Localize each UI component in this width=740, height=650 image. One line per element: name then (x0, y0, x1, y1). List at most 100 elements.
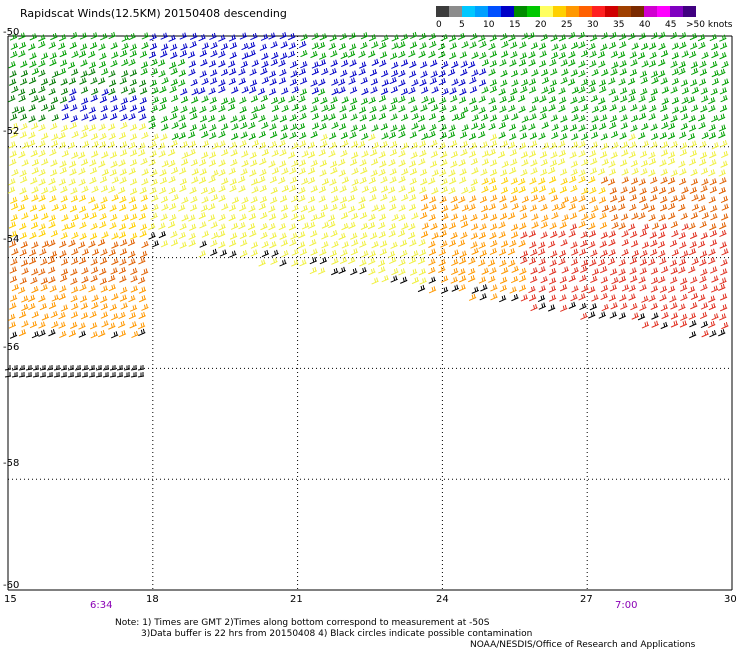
wind-barb (639, 267, 647, 275)
wind-barb (88, 50, 96, 59)
wind-barb (140, 61, 149, 69)
wind-barb (30, 276, 38, 285)
wind-barb (150, 58, 158, 66)
wind-barb (409, 177, 417, 185)
wind-barb (588, 176, 596, 184)
wind-barb (531, 69, 539, 77)
wind-barb (50, 122, 58, 130)
wind-barb (650, 186, 659, 194)
wind-barb (550, 250, 558, 258)
wind-barb (19, 232, 28, 240)
wind-barb (28, 88, 37, 96)
wind-barb (201, 95, 209, 103)
wind-barb (601, 303, 609, 312)
wind-barb (511, 294, 519, 302)
wind-barb (218, 114, 226, 122)
wind-barb (630, 124, 638, 132)
wind-barb (528, 78, 537, 86)
wind-barb (209, 96, 218, 104)
wind-barb (279, 115, 288, 123)
wind-barb (329, 132, 337, 140)
wind-barb (287, 151, 296, 159)
wind-barb (311, 61, 320, 69)
wind-barb (509, 133, 517, 141)
wind-barb (461, 204, 470, 212)
wind-barb (608, 77, 616, 85)
wind-barb (70, 268, 78, 276)
wind-barb (109, 222, 117, 230)
wind-barb (331, 240, 339, 249)
wind-barb (481, 205, 489, 213)
wind-barb (81, 248, 90, 256)
wind-barb (81, 372, 89, 378)
wind-barb (241, 150, 249, 158)
wind-barb (369, 105, 377, 114)
wind-barb (189, 124, 198, 132)
wind-barb (509, 41, 518, 49)
wind-barb (89, 167, 98, 175)
wind-barb (558, 34, 567, 42)
wind-barb (620, 114, 628, 122)
wind-barb (249, 68, 257, 76)
wind-barb (650, 123, 658, 131)
wind-barb (118, 223, 127, 231)
wind-barb (698, 78, 707, 86)
wind-barb (239, 139, 247, 148)
wind-barb (38, 60, 46, 68)
wind-barb (610, 195, 618, 203)
wind-barb (470, 33, 478, 41)
wind-barb (400, 113, 409, 121)
wind-barb (138, 142, 146, 150)
wind-barb (559, 276, 568, 284)
wind-barb (548, 294, 557, 302)
wind-barb (520, 151, 529, 159)
wind-barb (720, 304, 728, 312)
wind-barb (60, 87, 69, 96)
wind-barb (548, 96, 557, 104)
wind-barb (318, 52, 327, 60)
wind-barb (679, 131, 687, 139)
wind-barb (510, 275, 519, 284)
wind-barb (720, 160, 728, 168)
wind-barb (550, 68, 558, 76)
legend-color-swatch (501, 6, 514, 17)
wind-barb (31, 331, 40, 339)
wind-barb (317, 211, 326, 220)
wind-barb (527, 32, 536, 40)
wind-barb (359, 114, 367, 122)
wind-barb (618, 268, 626, 276)
wind-barb (490, 284, 498, 292)
wind-barb (399, 239, 408, 247)
wind-barb (501, 160, 509, 168)
wind-barb (259, 157, 267, 166)
lon-label: 18 (146, 594, 159, 605)
wind-barb (611, 95, 620, 103)
wind-barb (488, 123, 496, 131)
lat-label: -50 (3, 27, 20, 38)
wind-barb (289, 239, 297, 247)
wind-barb (530, 167, 538, 175)
wind-barb (53, 365, 61, 371)
wind-barb (599, 85, 607, 94)
wind-barb (518, 105, 526, 113)
wind-barb (171, 132, 180, 141)
wind-barb (650, 70, 659, 78)
wind-barb (269, 176, 278, 184)
wind-barb (539, 112, 547, 121)
wind-barb (18, 151, 26, 159)
legend-color-swatch (462, 6, 475, 17)
wind-barb (58, 321, 66, 329)
wind-barb (188, 232, 196, 240)
wind-barb (540, 106, 548, 114)
wind-barb (528, 294, 537, 302)
wind-barb (138, 328, 146, 336)
wind-barb (119, 104, 127, 112)
wind-barb (589, 167, 598, 175)
wind-barb (419, 186, 427, 194)
wind-barb (329, 141, 337, 149)
wind-barb (290, 195, 299, 203)
wind-barb (591, 105, 600, 113)
wind-barb (60, 185, 68, 194)
wind-barb (159, 96, 168, 105)
wind-barb (261, 148, 270, 157)
